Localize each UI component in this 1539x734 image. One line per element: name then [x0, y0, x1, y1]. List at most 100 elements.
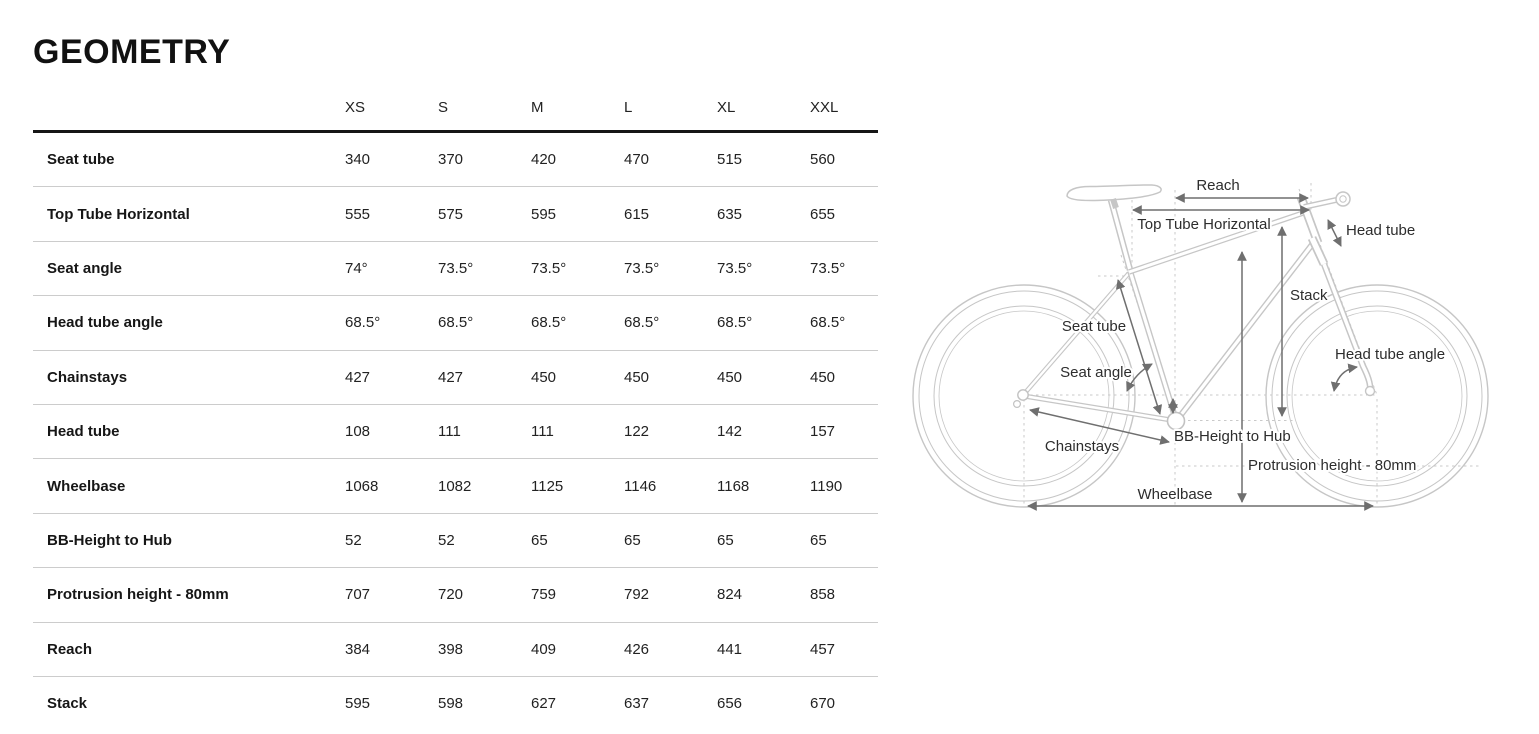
cell-value: 670	[810, 695, 836, 713]
cell-value: 73.5°	[717, 259, 753, 277]
label-head-tube-angle: Head tube angle	[1335, 346, 1445, 363]
cell-value: 450	[717, 368, 743, 386]
row-label: Top Tube Horizontal	[47, 205, 190, 223]
table-row-head-tube-angle: Head tube angle 68.5° 68.5° 68.5° 68.5° …	[33, 296, 878, 351]
cell-value: 65	[624, 531, 641, 549]
seat-tube	[1127, 270, 1179, 421]
chainstay-tube	[1023, 393, 1172, 423]
cell-value: 73.5°	[531, 259, 567, 277]
table-row-head-tube: Head tube 108 111 111 122 142 157	[33, 405, 878, 460]
label-bb-height-to-hub: BB-Height to Hub	[1174, 428, 1291, 445]
fork-leg	[1320, 262, 1374, 394]
page-title: GEOMETRY	[33, 33, 231, 71]
cell-value: 655	[810, 205, 836, 223]
label-head-tube: Head tube	[1346, 222, 1415, 239]
table-row-stack: Stack 595 598 627 637 656 670	[33, 677, 878, 730]
table-row-wheelbase: Wheelbase 1068 1082 1125 1146 1168 1190	[33, 459, 878, 514]
cell-value: 595	[531, 205, 557, 223]
cell-value: 68.5°	[531, 314, 567, 332]
seat-tube-arrow	[1115, 279, 1163, 415]
label-seat-tube: Seat tube	[1062, 318, 1126, 335]
row-label: Seat tube	[47, 151, 115, 169]
cell-value: 627	[531, 695, 557, 713]
cell-value: 122	[624, 423, 650, 441]
table-row-chainstays: Chainstays 427 427 450 450 450 450	[33, 351, 878, 405]
cell-value: 441	[717, 640, 743, 658]
cell-value: 68.5°	[810, 314, 846, 332]
cell-value: 370	[438, 151, 464, 169]
row-label: Wheelbase	[47, 477, 126, 495]
cell-value: 637	[624, 695, 650, 713]
cell-value: 340	[345, 151, 371, 169]
column-header-xl: XL	[717, 98, 736, 116]
cell-value: 65	[717, 531, 734, 549]
row-label: Reach	[47, 640, 93, 658]
cell-value: 108	[345, 423, 371, 441]
column-header-m: M	[531, 98, 544, 116]
seatstay-tube	[1022, 271, 1131, 396]
cell-value: 656	[717, 695, 743, 713]
cell-value: 111	[438, 423, 461, 441]
cell-value: 470	[624, 151, 650, 169]
cell-value: 615	[624, 205, 650, 223]
label-protrusion-height: Protrusion height - 80mm	[1248, 457, 1416, 474]
table-header-row: XS S M L XL XXL	[33, 84, 878, 133]
label-reach: Reach	[1196, 177, 1239, 194]
cell-value: 52	[345, 531, 362, 549]
cell-value: 1068	[345, 477, 379, 495]
cell-value: 598	[438, 695, 464, 713]
cell-value: 515	[717, 151, 743, 169]
label-top-tube-horizontal: Top Tube Horizontal	[1137, 216, 1270, 233]
cell-value: 575	[438, 205, 464, 223]
fork-crown	[1307, 236, 1329, 266]
cell-value: 142	[717, 423, 743, 441]
cell-value: 68.5°	[717, 314, 753, 332]
cell-value: 450	[810, 368, 836, 386]
cell-value: 427	[438, 368, 464, 386]
rear-hub	[1017, 389, 1029, 401]
front-wheel	[1265, 284, 1489, 508]
row-label: Head tube	[47, 423, 120, 441]
cell-value: 707	[345, 586, 371, 604]
cell-value: 74°	[345, 259, 368, 277]
cell-value: 73.5°	[438, 259, 474, 277]
cell-value: 73.5°	[624, 259, 660, 277]
table-row-bb-height-to-hub: BB-Height to Hub 52 52 65 65 65 65	[33, 514, 878, 569]
cell-value: 595	[345, 695, 371, 713]
label-stack: Stack	[1290, 287, 1328, 304]
cell-value: 858	[810, 586, 836, 604]
cell-value: 450	[531, 368, 557, 386]
cell-value: 1082	[438, 477, 472, 495]
table-row-seat-tube: Seat tube 340 370 420 470 515 560	[33, 133, 878, 188]
cell-value: 398	[438, 640, 464, 658]
table-row-top-tube-horizontal: Top Tube Horizontal 555 575 595 615 635 …	[33, 187, 878, 242]
measurement-arrows	[1027, 193, 1374, 511]
cell-value: 157	[810, 423, 836, 441]
cell-value: 1190	[810, 477, 843, 495]
cell-value: 759	[531, 586, 557, 604]
saddle-clamp	[1110, 198, 1119, 209]
cell-value: 420	[531, 151, 557, 169]
column-header-xxl: XXL	[810, 98, 839, 116]
cell-value: 824	[717, 586, 743, 604]
cell-value: 457	[810, 640, 836, 658]
cell-value: 68.5°	[438, 314, 474, 332]
bottom-bracket	[1166, 411, 1186, 431]
cell-value: 792	[624, 586, 650, 604]
cell-value: 560	[810, 151, 836, 169]
handlebar-grip	[1335, 191, 1351, 207]
row-label: Head tube angle	[47, 314, 163, 332]
column-header-xs: XS	[345, 98, 366, 116]
cell-value: 555	[345, 205, 371, 223]
saddle	[1066, 184, 1162, 202]
cell-value: 73.5°	[810, 259, 846, 277]
column-header-l: L	[624, 98, 633, 116]
table-row-seat-angle: Seat angle 74° 73.5° 73.5° 73.5° 73.5° 7…	[33, 242, 878, 297]
diagram-labels: Reach Top Tube Horizontal Head tube Stac…	[1043, 175, 1447, 505]
head-tube-arrow	[1327, 219, 1342, 247]
seatpost	[1107, 199, 1134, 271]
cell-value: 52	[438, 531, 455, 549]
label-seat-angle: Seat angle	[1060, 364, 1132, 381]
cell-value: 65	[531, 531, 548, 549]
head-tube-angle-arc	[1330, 363, 1358, 392]
